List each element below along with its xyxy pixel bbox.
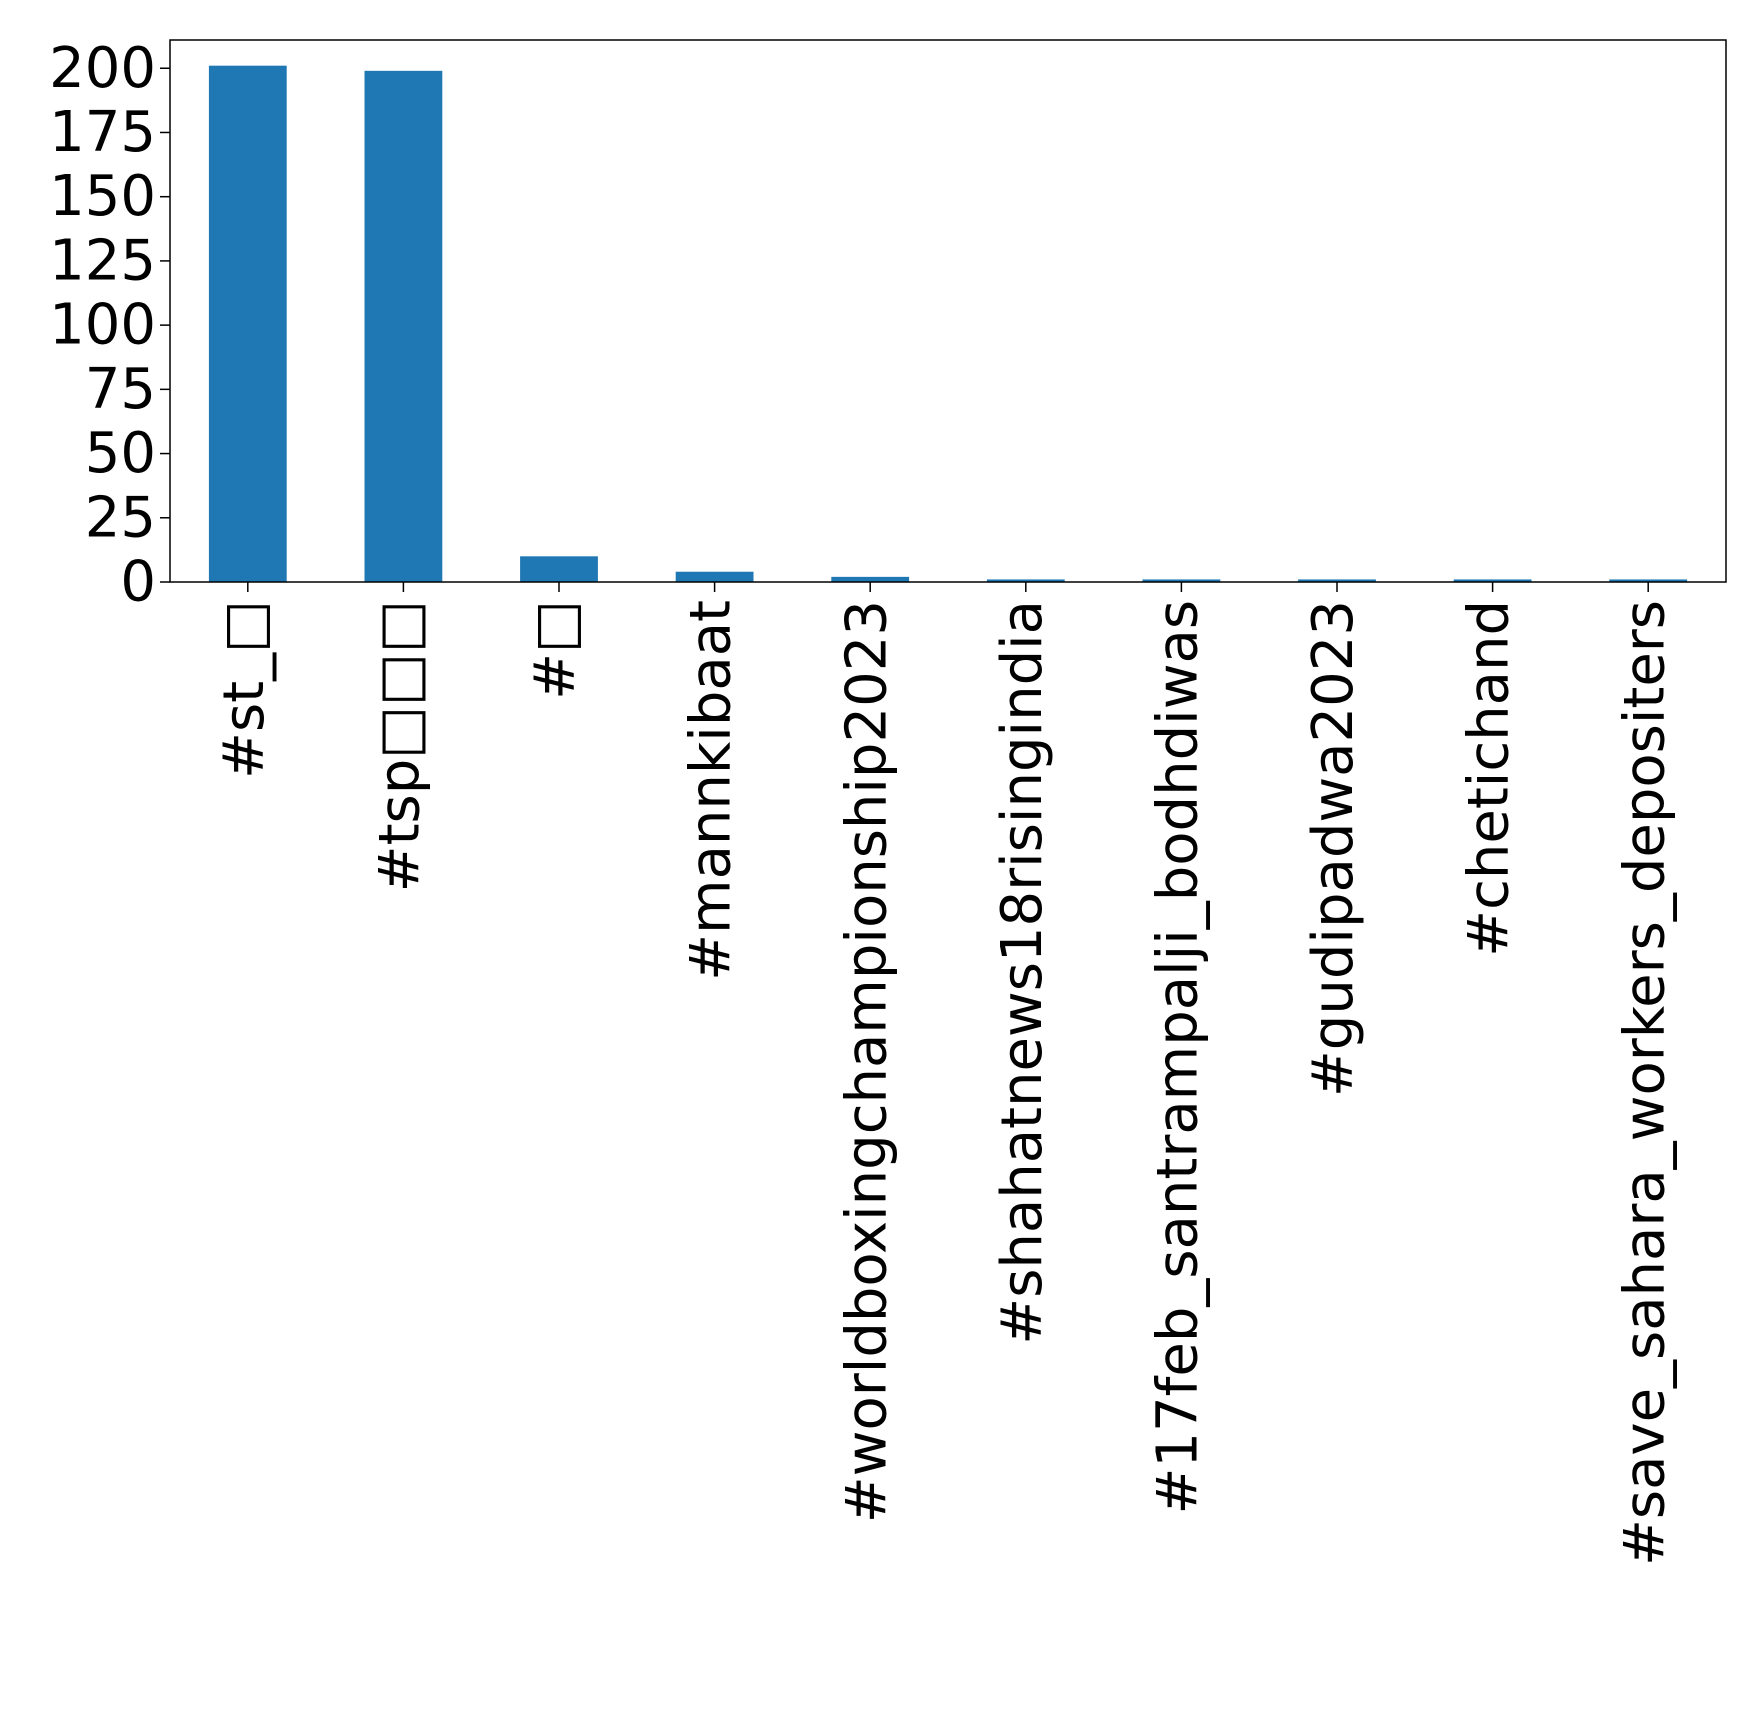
y-tick-label-1: 25 <box>85 485 156 550</box>
bar-0 <box>208 65 287 583</box>
x-tick-label-6: #17feb_santrampalji_bodhdiwas <box>1146 600 1211 1515</box>
x-tick-label-3: #mannkibaat <box>679 600 744 981</box>
y-tick-label-4: 100 <box>49 293 156 358</box>
bar-2 <box>520 556 598 582</box>
y-tick-label-5: 125 <box>49 228 156 293</box>
x-tick-label-4: #worldboxingchampionship2023 <box>834 600 899 1523</box>
bar-3 <box>675 571 754 582</box>
x-tick-label-2: #□ <box>523 600 588 700</box>
y-tick-label-8: 200 <box>49 36 156 101</box>
bars-layer <box>208 65 1688 583</box>
x-tick-label-1: #tsp□□□ <box>368 600 433 892</box>
x-tick-label-7: #gudipadwa2023 <box>1301 600 1366 1097</box>
y-tick-label-7: 175 <box>49 100 156 165</box>
bar-7 <box>1298 579 1376 582</box>
y-tick-label-3: 75 <box>85 357 156 422</box>
bar-6 <box>1142 579 1221 582</box>
bar-5 <box>986 579 1065 582</box>
y-tick-label-2: 50 <box>85 421 156 486</box>
bar-4 <box>831 576 910 582</box>
bar-8 <box>1453 579 1532 582</box>
plot-frame <box>169 39 1727 583</box>
y-tick-label-0: 0 <box>120 550 156 615</box>
x-tick-label-8: #chetichand <box>1457 600 1522 957</box>
x-tick-label-0: #st_□ <box>212 600 277 779</box>
bar-1 <box>364 70 443 582</box>
x-axis: #st_□ #tsp□□□ #□ #mannkibaat #worldboxingcha… <box>212 582 1677 1566</box>
x-tick-label-9: #save_sahara_workers_depositers <box>1612 600 1677 1566</box>
bar-9 <box>1609 579 1688 582</box>
x-tick-label-5: #shahatnews18risingindia <box>990 600 1055 1345</box>
y-tick-label-6: 150 <box>49 164 156 229</box>
